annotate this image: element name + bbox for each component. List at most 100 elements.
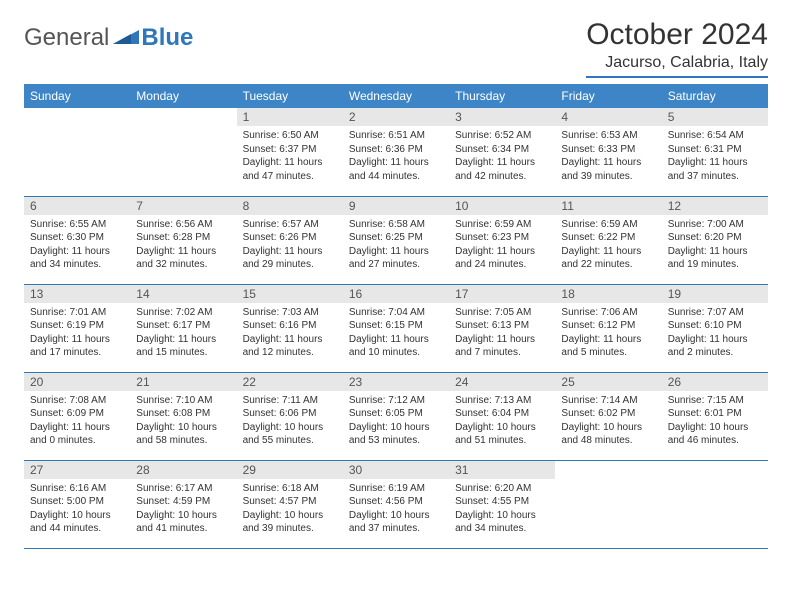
calendar-week-row: 27Sunrise: 6:16 AMSunset: 5:00 PMDayligh… [24, 460, 768, 548]
sunrise-text: Sunrise: 7:04 AM [349, 306, 443, 320]
calendar-day-cell: 26Sunrise: 7:15 AMSunset: 6:01 PMDayligh… [662, 372, 768, 460]
daylight-text: Daylight: 11 hours and 24 minutes. [455, 245, 549, 272]
daylight-text: Daylight: 10 hours and 44 minutes. [30, 509, 124, 536]
sunset-text: Sunset: 4:57 PM [243, 495, 337, 509]
day-number: 28 [130, 461, 236, 479]
day-data: Sunrise: 6:59 AMSunset: 6:23 PMDaylight:… [449, 215, 555, 276]
day-data: Sunrise: 7:13 AMSunset: 6:04 PMDaylight:… [449, 391, 555, 452]
day-number: 19 [662, 285, 768, 303]
calendar-day-cell: 1Sunrise: 6:50 AMSunset: 6:37 PMDaylight… [237, 108, 343, 196]
calendar-day-cell: 17Sunrise: 7:05 AMSunset: 6:13 PMDayligh… [449, 284, 555, 372]
sunset-text: Sunset: 4:55 PM [455, 495, 549, 509]
sunset-text: Sunset: 6:10 PM [668, 319, 762, 333]
calendar-day-cell: . [130, 108, 236, 196]
weekday-header: Saturday [662, 84, 768, 108]
day-data: Sunrise: 6:16 AMSunset: 5:00 PMDaylight:… [24, 479, 130, 540]
sunset-text: Sunset: 6:01 PM [668, 407, 762, 421]
calendar-day-cell: 13Sunrise: 7:01 AMSunset: 6:19 PMDayligh… [24, 284, 130, 372]
day-number: 29 [237, 461, 343, 479]
calendar-header-row: SundayMondayTuesdayWednesdayThursdayFrid… [24, 84, 768, 108]
sunrise-text: Sunrise: 7:06 AM [561, 306, 655, 320]
day-data: Sunrise: 6:50 AMSunset: 6:37 PMDaylight:… [237, 126, 343, 187]
sunset-text: Sunset: 6:04 PM [455, 407, 549, 421]
calendar-day-cell: 15Sunrise: 7:03 AMSunset: 6:16 PMDayligh… [237, 284, 343, 372]
day-number: 20 [24, 373, 130, 391]
day-number: 1 [237, 108, 343, 126]
daylight-text: Daylight: 11 hours and 39 minutes. [561, 156, 655, 183]
sunrise-text: Sunrise: 7:13 AM [455, 394, 549, 408]
day-data: Sunrise: 6:20 AMSunset: 4:55 PMDaylight:… [449, 479, 555, 540]
day-data: Sunrise: 7:01 AMSunset: 6:19 PMDaylight:… [24, 303, 130, 364]
day-data: Sunrise: 7:05 AMSunset: 6:13 PMDaylight:… [449, 303, 555, 364]
calendar-week-row: 20Sunrise: 7:08 AMSunset: 6:09 PMDayligh… [24, 372, 768, 460]
brand-text-1: General [24, 24, 109, 52]
daylight-text: Daylight: 10 hours and 41 minutes. [136, 509, 230, 536]
day-number: 16 [343, 285, 449, 303]
calendar-day-cell: 25Sunrise: 7:14 AMSunset: 6:02 PMDayligh… [555, 372, 661, 460]
daylight-text: Daylight: 11 hours and 44 minutes. [349, 156, 443, 183]
calendar-day-cell: 2Sunrise: 6:51 AMSunset: 6:36 PMDaylight… [343, 108, 449, 196]
sunrise-text: Sunrise: 6:18 AM [243, 482, 337, 496]
calendar-week-row: 6Sunrise: 6:55 AMSunset: 6:30 PMDaylight… [24, 196, 768, 284]
day-number: 27 [24, 461, 130, 479]
daylight-text: Daylight: 10 hours and 51 minutes. [455, 421, 549, 448]
daylight-text: Daylight: 11 hours and 42 minutes. [455, 156, 549, 183]
calendar-day-cell: 9Sunrise: 6:58 AMSunset: 6:25 PMDaylight… [343, 196, 449, 284]
day-data: Sunrise: 6:55 AMSunset: 6:30 PMDaylight:… [24, 215, 130, 276]
day-data: Sunrise: 6:17 AMSunset: 4:59 PMDaylight:… [130, 479, 236, 540]
day-data: Sunrise: 7:14 AMSunset: 6:02 PMDaylight:… [555, 391, 661, 452]
weekday-header: Friday [555, 84, 661, 108]
daylight-text: Daylight: 10 hours and 48 minutes. [561, 421, 655, 448]
day-number: 30 [343, 461, 449, 479]
sunrise-text: Sunrise: 6:54 AM [668, 129, 762, 143]
sunrise-text: Sunrise: 7:11 AM [243, 394, 337, 408]
sunset-text: Sunset: 6:36 PM [349, 143, 443, 157]
sunset-text: Sunset: 6:30 PM [30, 231, 124, 245]
sunrise-text: Sunrise: 6:50 AM [243, 129, 337, 143]
calendar-day-cell: 4Sunrise: 6:53 AMSunset: 6:33 PMDaylight… [555, 108, 661, 196]
brand-logo: General Blue [24, 24, 193, 52]
sunrise-text: Sunrise: 7:07 AM [668, 306, 762, 320]
day-data: Sunrise: 7:08 AMSunset: 6:09 PMDaylight:… [24, 391, 130, 452]
daylight-text: Daylight: 11 hours and 5 minutes. [561, 333, 655, 360]
calendar-day-cell: 18Sunrise: 7:06 AMSunset: 6:12 PMDayligh… [555, 284, 661, 372]
day-number: 9 [343, 197, 449, 215]
calendar-day-cell: . [662, 460, 768, 548]
sunset-text: Sunset: 5:00 PM [30, 495, 124, 509]
day-data: Sunrise: 7:10 AMSunset: 6:08 PMDaylight:… [130, 391, 236, 452]
calendar-day-cell: 14Sunrise: 7:02 AMSunset: 6:17 PMDayligh… [130, 284, 236, 372]
sunset-text: Sunset: 6:06 PM [243, 407, 337, 421]
day-number: 12 [662, 197, 768, 215]
daylight-text: Daylight: 11 hours and 34 minutes. [30, 245, 124, 272]
day-number: 6 [24, 197, 130, 215]
brand-triangle-icon [113, 24, 139, 44]
daylight-text: Daylight: 10 hours and 58 minutes. [136, 421, 230, 448]
weekday-header: Thursday [449, 84, 555, 108]
day-data: Sunrise: 6:18 AMSunset: 4:57 PMDaylight:… [237, 479, 343, 540]
day-number: 25 [555, 373, 661, 391]
sunrise-text: Sunrise: 7:03 AM [243, 306, 337, 320]
day-number: 8 [237, 197, 343, 215]
day-number: 26 [662, 373, 768, 391]
day-data: Sunrise: 6:52 AMSunset: 6:34 PMDaylight:… [449, 126, 555, 187]
calendar-table: SundayMondayTuesdayWednesdayThursdayFrid… [24, 84, 768, 549]
sunrise-text: Sunrise: 6:52 AM [455, 129, 549, 143]
calendar-day-cell: . [555, 460, 661, 548]
calendar-day-cell: 6Sunrise: 6:55 AMSunset: 6:30 PMDaylight… [24, 196, 130, 284]
calendar-day-cell: 16Sunrise: 7:04 AMSunset: 6:15 PMDayligh… [343, 284, 449, 372]
sunset-text: Sunset: 4:56 PM [349, 495, 443, 509]
day-number: 3 [449, 108, 555, 126]
sunset-text: Sunset: 6:22 PM [561, 231, 655, 245]
calendar-day-cell: 12Sunrise: 7:00 AMSunset: 6:20 PMDayligh… [662, 196, 768, 284]
daylight-text: Daylight: 10 hours and 55 minutes. [243, 421, 337, 448]
sunrise-text: Sunrise: 6:53 AM [561, 129, 655, 143]
sunset-text: Sunset: 6:37 PM [243, 143, 337, 157]
sunset-text: Sunset: 4:59 PM [136, 495, 230, 509]
weekday-header: Wednesday [343, 84, 449, 108]
calendar-day-cell: 19Sunrise: 7:07 AMSunset: 6:10 PMDayligh… [662, 284, 768, 372]
sunset-text: Sunset: 6:09 PM [30, 407, 124, 421]
daylight-text: Daylight: 11 hours and 19 minutes. [668, 245, 762, 272]
calendar-day-cell: 30Sunrise: 6:19 AMSunset: 4:56 PMDayligh… [343, 460, 449, 548]
sunrise-text: Sunrise: 6:56 AM [136, 218, 230, 232]
location-label: Jacurso, Calabria, Italy [586, 54, 768, 78]
